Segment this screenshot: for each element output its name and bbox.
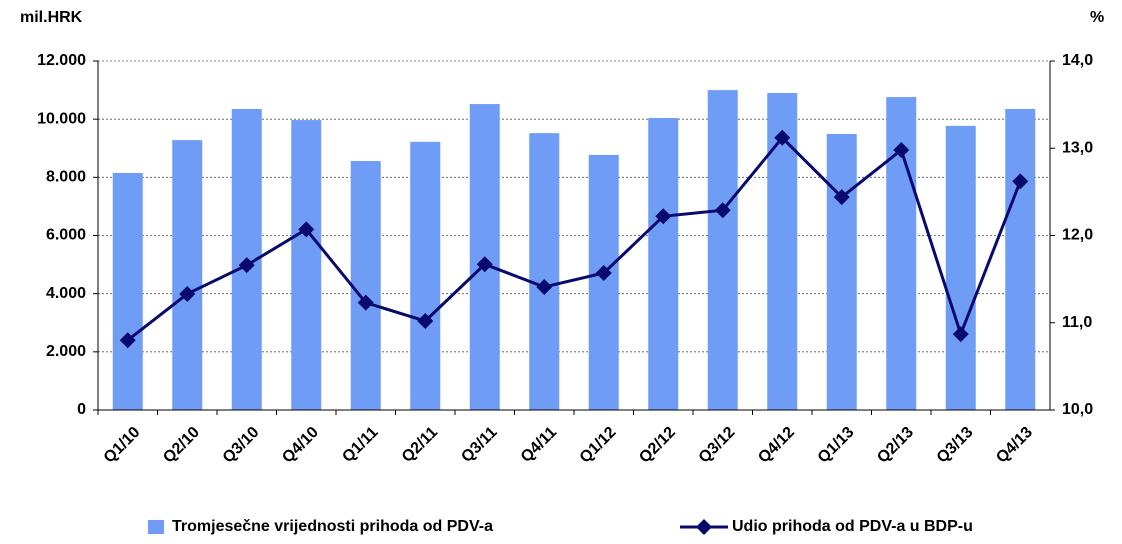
x-tick-label: Q4/12	[755, 424, 798, 467]
bar	[112, 172, 143, 410]
marker	[179, 285, 196, 302]
x-tick-label: Q1/12	[577, 424, 620, 467]
line	[126, 135, 1022, 342]
marker	[774, 129, 791, 146]
x-tick-label: Q2/10	[160, 424, 203, 467]
y-tick-label: 6.000	[46, 227, 86, 244]
x-tick-label: Q2/12	[636, 424, 679, 467]
x-tick-label: Q3/10	[220, 424, 263, 467]
legend-swatch	[696, 519, 712, 535]
y2-axis-label: %	[1090, 9, 1104, 26]
x-tick-label: Q2/11	[399, 424, 441, 466]
marker	[476, 256, 493, 273]
y2-tick-label: 11,0	[1062, 314, 1092, 331]
x-tick-label: Q3/11	[458, 424, 500, 466]
y2-tick-label: 10,0	[1062, 401, 1093, 418]
legend-label: Tromjesečne vrijednosti prihoda od PDV-a	[172, 518, 493, 535]
marker	[714, 202, 731, 219]
bar	[1005, 108, 1036, 411]
bar	[588, 154, 619, 410]
x-tick-label: Q3/13	[934, 424, 977, 467]
marker	[417, 313, 434, 330]
legend-label: Udio prihoda od PDV-a u BDP-u	[732, 518, 973, 535]
bar	[707, 90, 738, 410]
y2-tick-label: 14,0	[1062, 52, 1093, 69]
y-tick-label: 12.000	[37, 52, 86, 69]
x-tick-label: Q4/10	[279, 424, 322, 467]
bar	[648, 118, 679, 411]
bar	[826, 133, 857, 411]
x-tick-label: Q4/13	[993, 424, 1036, 467]
y-tick-label: 8.000	[46, 169, 86, 186]
marker	[952, 326, 969, 343]
y-tick-label: 4.000	[46, 285, 86, 302]
y2-tick-label: 13,0	[1062, 139, 1093, 156]
bar	[291, 120, 322, 410]
x-tick-label: Q1/11	[339, 424, 381, 466]
x-tick-label: Q2/13	[874, 424, 917, 467]
y-tick-label: 10.000	[37, 110, 86, 127]
marker	[595, 265, 612, 282]
bar	[529, 133, 560, 411]
y2-tick-label: 12,0	[1062, 227, 1093, 244]
bar	[350, 161, 381, 410]
bar	[172, 140, 203, 410]
x-tick-label: Q1/13	[815, 424, 858, 467]
marker	[238, 257, 255, 274]
marker	[357, 294, 374, 311]
bar	[410, 141, 441, 410]
marker	[1012, 173, 1029, 190]
x-tick-label: Q1/10	[101, 424, 144, 467]
marker	[833, 189, 850, 206]
marker	[536, 278, 553, 295]
x-tick-label: Q3/12	[696, 424, 739, 467]
marker	[119, 332, 136, 349]
y-axis-label: mil.HRK	[20, 9, 83, 26]
marker	[893, 141, 910, 158]
bar	[945, 125, 976, 410]
legend-swatch	[148, 520, 164, 534]
x-tick-label: Q4/11	[518, 424, 560, 466]
marker	[655, 208, 672, 225]
marker	[298, 221, 315, 238]
y-tick-label: 2.000	[46, 343, 86, 360]
y-tick-label: 0	[77, 401, 86, 418]
